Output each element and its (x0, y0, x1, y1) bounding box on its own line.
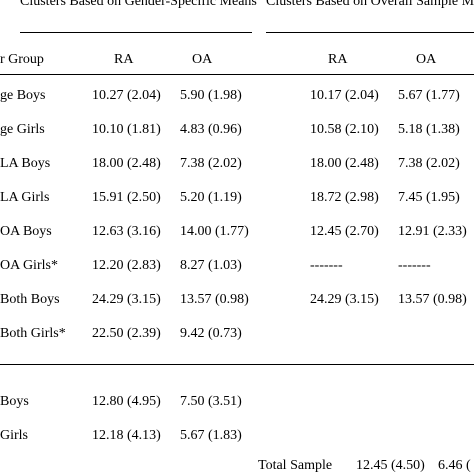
section-rule (0, 364, 474, 365)
cell-oa-1: 5.90 (1.98) (180, 88, 242, 103)
cell-ra-2: 24.29 (3.15) (310, 292, 379, 307)
total-sample-ra: 12.45 (4.50) (356, 458, 425, 473)
cell-ra-1: 22.50 (2.39) (92, 326, 161, 341)
cell-oa-1: 4.83 (0.96) (180, 122, 242, 137)
cell-ra-1: 12.63 (3.16) (92, 224, 161, 239)
cell-ra-2: ------- (310, 258, 343, 273)
cell-ra-2: 18.00 (2.48) (310, 156, 379, 171)
cell-oa-1: 8.27 (1.03) (180, 258, 242, 273)
total-sample-label: Total Sample (258, 458, 333, 473)
column-header-group: r Group (0, 52, 44, 67)
cell-oa-2: 5.67 (1.77) (398, 88, 460, 103)
cell-oa-2: 13.57 (0.98) (398, 292, 467, 307)
cell-ra-1: 12.18 (4.13) (92, 428, 161, 443)
cell-oa-2: 7.45 (1.95) (398, 190, 460, 205)
column-header-ra-2: RA (328, 52, 348, 67)
column-header-ra-1: RA (114, 52, 134, 67)
column-header-oa-1: OA (192, 52, 213, 67)
cell-oa-1: 7.50 (3.51) (180, 394, 242, 409)
cell-ra-1: 24.29 (3.15) (92, 292, 161, 307)
row-label: Both Boys (0, 292, 60, 307)
row-label: OA Girls* (0, 258, 58, 273)
cell-ra-1: 15.91 (2.50) (92, 190, 161, 205)
row-label: Boys (0, 394, 29, 409)
cell-ra-1: 12.20 (2.83) (92, 258, 161, 273)
cell-oa-1: 14.00 (1.77) (180, 224, 249, 239)
cell-ra-2: 10.17 (2.04) (310, 88, 379, 103)
group-header-overall-sample: Clusters Based on Overall Sample M (266, 0, 474, 9)
cell-oa-1: 5.67 (1.83) (180, 428, 242, 443)
row-label: LA Boys (0, 156, 51, 171)
cell-ra-1: 10.10 (1.81) (92, 122, 161, 137)
cell-oa-2: 12.91 (2.33) (398, 224, 467, 239)
total-sample-row: Total Sample 12.45 (4.50) 6.46 ( (0, 454, 474, 474)
row-label: ge Girls (0, 122, 45, 137)
group-rule-left (20, 32, 252, 33)
row-label: Both Girls* (0, 326, 66, 341)
group-rule-right (266, 32, 474, 33)
cell-ra-2: 12.45 (2.70) (310, 224, 379, 239)
cell-oa-2: 5.18 (1.38) (398, 122, 460, 137)
cell-ra-1: 12.80 (4.95) (92, 394, 161, 409)
cell-ra-1: 10.27 (2.04) (92, 88, 161, 103)
header-rule (0, 74, 474, 75)
row-label: LA Girls (0, 190, 50, 205)
cell-oa-1: 7.38 (2.02) (180, 156, 242, 171)
header-row: Clusters Based on Gender-Specific Means … (0, 0, 474, 14)
cell-ra-2: 18.72 (2.98) (310, 190, 379, 205)
column-header-oa-2: OA (416, 52, 437, 67)
cell-ra-1: 18.00 (2.48) (92, 156, 161, 171)
cell-oa-1: 9.42 (0.73) (180, 326, 242, 341)
total-sample-oa: 6.46 ( (438, 458, 471, 473)
cell-oa-2: 7.38 (2.02) (398, 156, 460, 171)
cell-oa-1: 5.20 (1.19) (180, 190, 242, 205)
cell-oa-1: 13.57 (0.98) (180, 292, 249, 307)
group-header-gender-specific: Clusters Based on Gender-Specific Means (20, 0, 257, 9)
row-label: Girls (0, 428, 28, 443)
row-label: ge Boys (0, 88, 46, 103)
row-label: OA Boys (0, 224, 52, 239)
cell-oa-2: ------- (398, 258, 431, 273)
cell-ra-2: 10.58 (2.10) (310, 122, 379, 137)
